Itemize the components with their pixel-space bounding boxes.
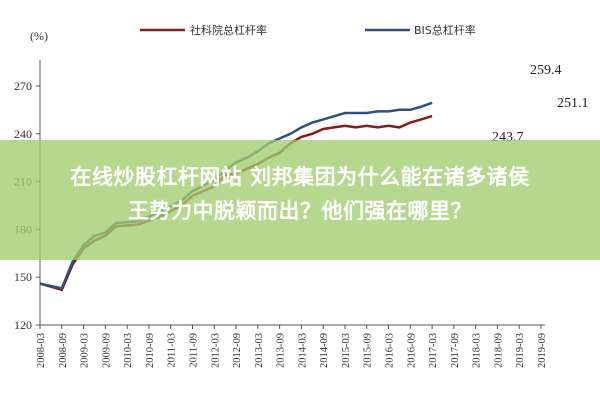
y-tick-label: 240 bbox=[14, 127, 32, 141]
x-tick-label: 2014-09 bbox=[319, 333, 330, 368]
x-tick-label: 2009-09 bbox=[101, 333, 112, 368]
y-tick-label: 150 bbox=[14, 270, 32, 284]
x-tick-label: 2014-03 bbox=[297, 333, 308, 368]
annotation-bis-end: 259.4 bbox=[530, 63, 562, 78]
x-tick-label: 2019-09 bbox=[537, 333, 548, 368]
x-tick-label: 2010-09 bbox=[145, 333, 156, 368]
headline-line-2: 王势力中脱颖而出？他们强在哪里？ bbox=[128, 199, 472, 223]
x-tick-label: 2009-03 bbox=[80, 333, 91, 368]
x-tick-label: 2012-03 bbox=[210, 333, 221, 368]
x-tick-label: 2008-09 bbox=[58, 333, 69, 368]
x-tick-label: 2016-09 bbox=[406, 333, 417, 368]
x-tick-label: 2011-03 bbox=[167, 333, 178, 368]
y-tick-label: 120 bbox=[14, 318, 32, 332]
x-tick-label: 2016-03 bbox=[385, 333, 396, 368]
x-tick-label: 2018-03 bbox=[472, 333, 483, 368]
headline-line-1: 在线炒股杠杆网站 刘邦集团为什么能在诸多诸侯 bbox=[70, 165, 530, 189]
x-tick-label: 2017-03 bbox=[428, 333, 439, 368]
x-tick-label: 2018-09 bbox=[493, 333, 504, 368]
x-tick-label: 2013-09 bbox=[276, 333, 287, 368]
x-tick-label: 2015-09 bbox=[363, 333, 374, 368]
x-tick-label: 2013-03 bbox=[254, 333, 265, 368]
x-tick-label: 2010-03 bbox=[123, 333, 134, 368]
annotation-cass-end: 251.1 bbox=[557, 96, 589, 111]
x-ticks: 2008-03 2008-09 2009-03 2009-09 2010-03 2010-… bbox=[36, 325, 548, 368]
headline-banner bbox=[0, 140, 600, 260]
x-tick-label: 2015-03 bbox=[341, 333, 352, 368]
x-tick-label: 2008-03 bbox=[36, 333, 47, 368]
legend-label-bis: BIS总杠杆率 bbox=[414, 23, 476, 37]
legend: 社科院总杠杆率 BIS总杠杆率 bbox=[140, 23, 476, 37]
x-tick-label: 2011-09 bbox=[188, 333, 199, 368]
headline-text[interactable]: 在线炒股杠杆网站 刘邦集团为什么能在诸多诸侯 王势力中脱颖而出？他们强在哪里？ bbox=[0, 160, 600, 228]
unit-label: (%) bbox=[30, 29, 48, 43]
x-tick-label: 2017-09 bbox=[450, 333, 461, 368]
legend-label-cass: 社科院总杠杆率 bbox=[190, 23, 267, 37]
x-tick-label: 2019-03 bbox=[515, 333, 526, 368]
y-tick-label: 270 bbox=[14, 79, 32, 93]
x-tick-label: 2012-09 bbox=[232, 333, 243, 368]
